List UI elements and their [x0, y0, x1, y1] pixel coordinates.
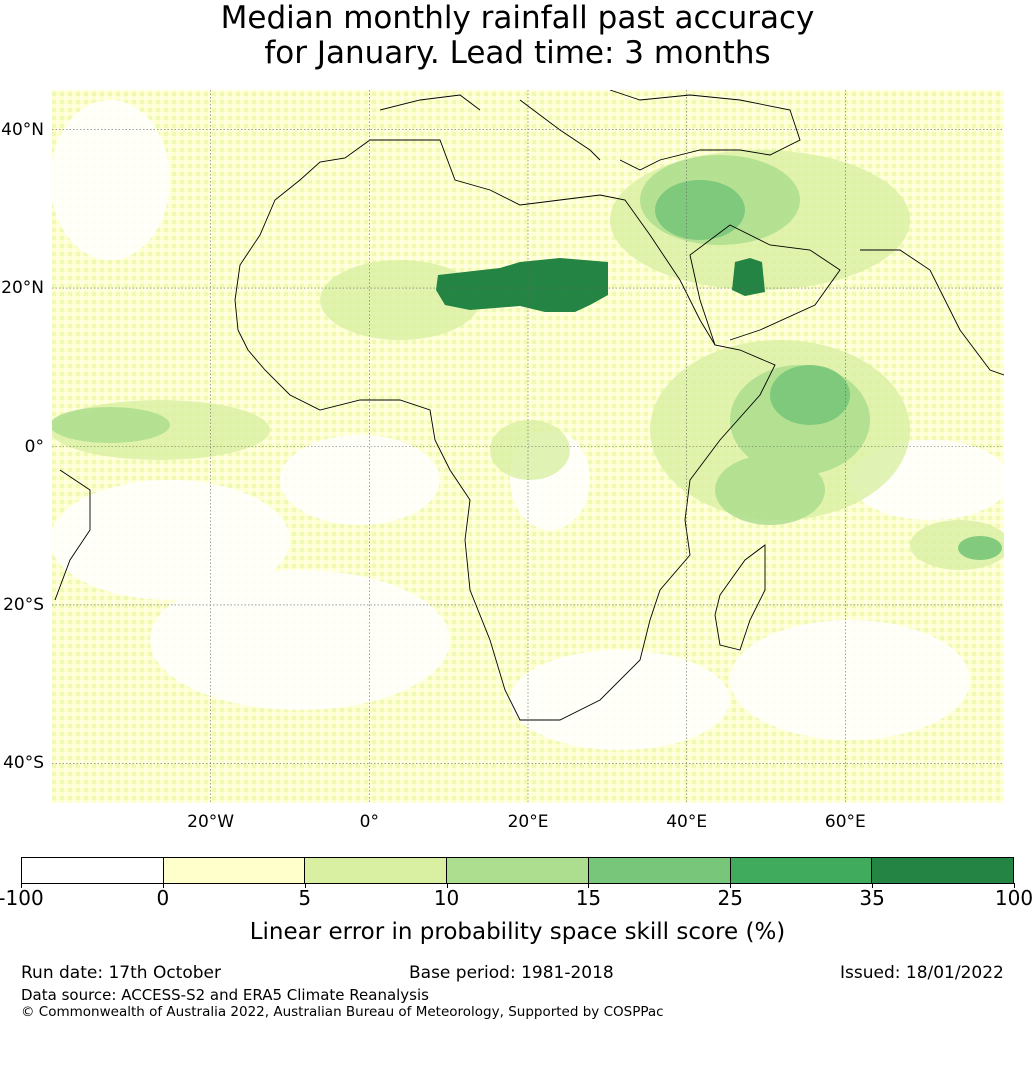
- colorbar-tick-mark: [588, 883, 590, 888]
- issued-date: Issued: 18/01/2022: [840, 963, 1004, 983]
- lat-tick-label: 40°N: [1, 119, 44, 140]
- lon-tick-label: 40°E: [666, 812, 708, 832]
- map-plot-area: [52, 90, 1004, 803]
- data-source: Data source: ACCESS-S2 and ERA5 Climate …: [21, 986, 429, 1004]
- colorbar-tick-mark: [872, 883, 874, 888]
- colorbar-segment: [730, 858, 873, 883]
- colorbar-tick-label: 10: [433, 886, 460, 910]
- colorbar-tick-mark: [21, 883, 22, 888]
- gridlines: [52, 90, 1004, 803]
- lat-tick-label: 0°: [24, 436, 44, 457]
- colorbar-tick-label: 35: [859, 886, 885, 910]
- colorbar-tick-label: 15: [575, 886, 602, 910]
- high-skill-regions: [655, 180, 1002, 560]
- colorbar-tick-label: -100: [0, 886, 44, 910]
- colorbar-segment: [872, 858, 1014, 883]
- lon-tick-label: 20°W: [187, 812, 235, 832]
- coastlines: [54, 90, 1004, 721]
- lon-tick-label: 0°: [359, 812, 379, 832]
- run-date: Run date: 17th October: [21, 963, 221, 983]
- colorbar-label: Linear error in probability space skill …: [249, 919, 786, 945]
- lat-tick-label: 20°S: [3, 594, 44, 615]
- colorbar-tick-label: 0: [156, 886, 170, 910]
- colorbar-segment: [305, 858, 448, 883]
- colorbar-tick-label: 5: [298, 886, 312, 910]
- very-high-skill-region: [436, 258, 765, 312]
- base-period: Base period: 1981-2018: [409, 963, 614, 983]
- colorbar-tick-mark: [304, 883, 306, 888]
- colorbar-tick-mark: [446, 883, 448, 888]
- colorbar: [21, 857, 1014, 884]
- colorbar-segment: [447, 858, 589, 883]
- colorbar-tick-mark: [730, 883, 732, 888]
- colorbar-tick-mark: [1014, 883, 1015, 888]
- colorbar-tick-label: 25: [717, 886, 744, 910]
- colorbar-segment: [22, 858, 164, 883]
- colorbar-tick-mark: [162, 883, 164, 888]
- colorbar-tick-label: 100: [994, 886, 1034, 910]
- map-title-line-1: Median monthly rainfall past accuracy: [220, 0, 815, 36]
- map-title-line-2: for January. Lead time: 3 months: [264, 35, 771, 71]
- lat-tick-label: 40°S: [3, 753, 44, 774]
- lon-tick-label: 60°E: [824, 812, 866, 832]
- colorbar-segment: [588, 858, 731, 883]
- lon-tick-label: 20°E: [507, 812, 549, 832]
- colorbar-segment: [163, 858, 306, 883]
- lat-tick-label: 20°N: [1, 278, 44, 299]
- copyright: © Commonwealth of Australia 2022, Austra…: [21, 1004, 664, 1020]
- skill-score-map: [52, 90, 1004, 803]
